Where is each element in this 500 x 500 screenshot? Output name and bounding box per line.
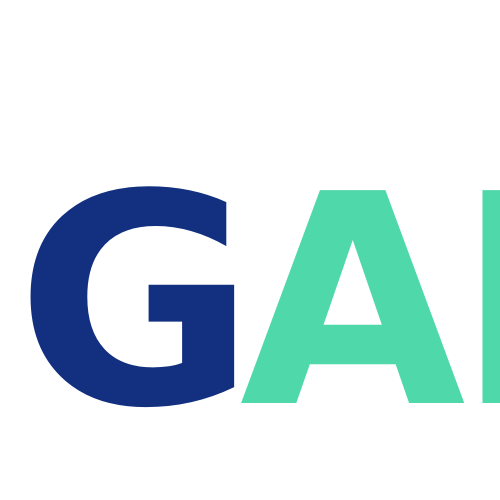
brand-logo: G APIs [16, 132, 500, 472]
logo-letter-g: G [16, 132, 256, 472]
logo-word-apis: APIs [239, 132, 500, 472]
